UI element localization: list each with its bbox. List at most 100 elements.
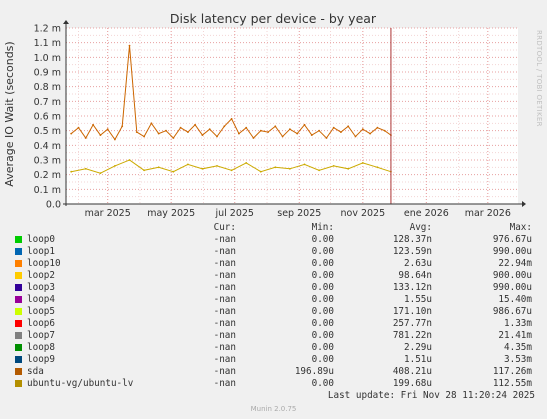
series-ubuntu-lv-point	[259, 170, 262, 173]
series-sda-point	[354, 135, 357, 138]
series-sda-point	[114, 138, 116, 141]
legend-avg: 2.63u	[404, 258, 432, 269]
series-sda-point	[303, 123, 306, 126]
y-tick-label: 0.1 m	[34, 185, 61, 196]
y-tick-label: 0.7 m	[34, 97, 61, 108]
legend-swatch	[15, 356, 22, 363]
series-sda-point	[230, 118, 233, 120]
series-ubuntu-lv-point	[84, 167, 87, 170]
series-sda-point	[99, 134, 102, 137]
series-sda-point	[296, 132, 299, 135]
legend-min: 196.89u	[294, 366, 334, 377]
legend-swatch	[15, 248, 22, 255]
legend-max: 4.35m	[504, 342, 532, 353]
series-sda-point	[274, 125, 277, 128]
legend-name: loop9	[27, 354, 55, 365]
legend-avg: 133.12n	[392, 282, 432, 293]
legend-swatch	[15, 368, 22, 375]
legend-max: 21.41m	[498, 330, 532, 341]
legend-header: Cur: Min: Avg: Max:	[0, 222, 547, 234]
legend-swatch	[15, 272, 22, 279]
y-tick-label: 1.0 m	[34, 53, 61, 64]
x-tick-label: jul 2025	[214, 208, 254, 219]
legend-name: loop4	[27, 294, 55, 305]
legend-swatch	[15, 380, 22, 387]
legend-name: loop8	[27, 342, 55, 353]
series-sda-point	[194, 123, 197, 126]
legend-avg: 128.37n	[392, 234, 432, 245]
x-tick-label: mar 2025	[85, 208, 131, 219]
legend-swatch	[15, 284, 22, 291]
series-sda-point	[77, 126, 80, 129]
legend-min: 0.00	[311, 270, 334, 281]
legend-max: 990.00u	[492, 246, 532, 257]
legend-name: loop10	[27, 258, 61, 269]
series-sda-point	[325, 137, 328, 139]
legend-row-loop7: loop7 -nan 0.00 781.22n 21.41m	[0, 330, 547, 342]
series-ubuntu-lv-point	[289, 167, 291, 170]
legend-min: 0.00	[311, 234, 334, 245]
series-sda-point	[106, 128, 109, 131]
y-tick-label: 0.9 m	[34, 68, 61, 79]
legend-row-loop5: loop5 -nan 0.00 171.10n 986.67u	[0, 306, 547, 318]
y-tick-label: 1.2 m	[34, 24, 61, 35]
series-ubuntu-lv-point	[157, 166, 160, 169]
legend-swatch	[15, 296, 22, 303]
x-tick-label: mar 2026	[465, 208, 511, 219]
series-sda-point	[187, 131, 189, 134]
legend-header-max: Max:	[509, 222, 532, 233]
series-ubuntu-lv-point	[99, 172, 102, 175]
legend-swatch	[15, 236, 22, 243]
y-axis-arrow	[63, 20, 69, 24]
legend-swatch	[15, 320, 22, 327]
series-sda-point	[281, 135, 284, 138]
series-ubuntu-lv-point	[216, 165, 218, 167]
legend-avg: 1.55u	[404, 294, 432, 305]
legend-max: 1.33m	[504, 318, 532, 329]
legend-cur: -nan	[213, 282, 236, 293]
legend-row-sda: sda -nan 196.89u 408.21u 117.26m	[0, 366, 547, 378]
legend-swatch	[15, 332, 22, 339]
legend-avg: 408.21u	[392, 366, 432, 377]
series-ubuntu-lv-point	[230, 169, 233, 172]
series-ubuntu-lv-point	[201, 167, 204, 170]
legend-avg: 199.68u	[392, 378, 432, 389]
legend-max: 900.00u	[492, 270, 532, 281]
y-tick-label: 0.5 m	[34, 126, 61, 137]
series-sda-point	[347, 125, 350, 128]
series-sda-point	[70, 132, 73, 135]
legend-cur: -nan	[213, 354, 236, 365]
legend-min: 0.00	[311, 294, 334, 305]
legend-avg: 98.64n	[398, 270, 432, 281]
y-tick-label: 0.2 m	[34, 170, 61, 181]
x-tick-label: nov 2025	[340, 208, 385, 219]
legend-cur: -nan	[213, 342, 236, 353]
legend-row-loop10: loop10 -nan 0.00 2.63u 22.94m	[0, 258, 547, 270]
series-ubuntu-lv-point	[303, 163, 306, 166]
series-sda-point	[172, 137, 175, 139]
legend-header-avg: Avg:	[409, 222, 432, 233]
legend-header-cur: Cur:	[213, 222, 236, 233]
series-sda-point	[121, 125, 124, 128]
series-sda-point	[92, 123, 94, 126]
legend-swatch	[15, 260, 22, 267]
legend-max: 976.67u	[492, 234, 532, 245]
series-ubuntu-lv-point	[114, 165, 116, 167]
series	[70, 28, 392, 204]
series-sda-point	[208, 128, 211, 131]
legend-swatch	[15, 344, 22, 351]
series-sda-point	[310, 134, 313, 137]
series-sda-point	[259, 129, 262, 132]
series-sda-point	[223, 125, 226, 128]
legend-max: 112.55m	[492, 378, 532, 389]
legend-cur: -nan	[213, 258, 236, 269]
legend-min: 0.00	[311, 258, 334, 269]
legend-name: loop1	[27, 246, 55, 257]
legend-row-loop2: loop2 -nan 0.00 98.64n 900.00u	[0, 270, 547, 282]
legend-name: ubuntu-vg/ubuntu-lv	[27, 378, 134, 389]
series-sda-point	[289, 128, 291, 131]
legend-cur: -nan	[213, 366, 236, 377]
x-tick-label: ene 2026	[404, 208, 449, 219]
series-sda-point	[157, 132, 160, 135]
legend-min: 0.00	[311, 246, 334, 257]
